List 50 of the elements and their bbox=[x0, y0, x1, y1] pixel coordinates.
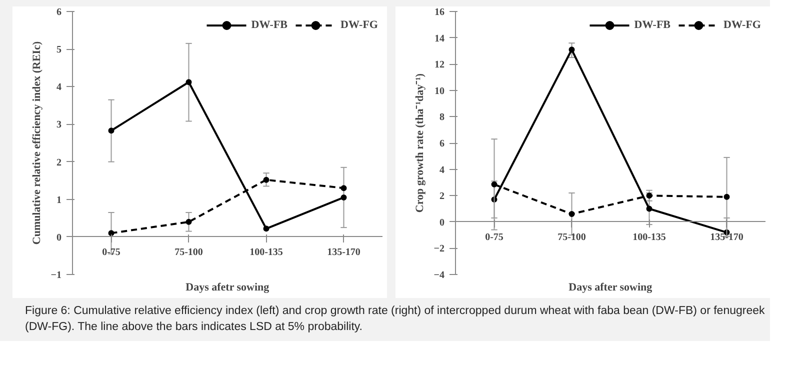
legend-label: DW-FB bbox=[634, 19, 671, 31]
point bbox=[340, 185, 347, 192]
point bbox=[491, 181, 498, 188]
y-tick-label: 12 bbox=[434, 60, 444, 71]
x-tick-label: 135-170 bbox=[327, 246, 360, 258]
point bbox=[186, 79, 192, 86]
x-tick-label: 100-135 bbox=[250, 246, 283, 258]
x-tick-label: 0-75 bbox=[485, 232, 504, 243]
point bbox=[263, 176, 270, 183]
y-tick-label: −1 bbox=[50, 270, 62, 281]
x-axis-title: Days afetr sowing bbox=[186, 282, 270, 294]
y-tick-label: 2 bbox=[440, 191, 444, 202]
y-tick-label: 3 bbox=[56, 120, 62, 131]
y-tick-label: 10 bbox=[434, 86, 444, 97]
y-tick-label: −4 bbox=[434, 270, 445, 281]
legend-label: DW-FG bbox=[724, 19, 761, 31]
point bbox=[568, 46, 575, 53]
y-tick-label: 4 bbox=[440, 164, 444, 176]
point bbox=[186, 218, 192, 225]
y-tick-label: 4 bbox=[56, 82, 62, 94]
point bbox=[646, 192, 652, 199]
legend-label: DW-FG bbox=[340, 19, 378, 31]
point bbox=[108, 230, 114, 236]
y-axis-title: Crop growth rate (tha⁻¹day⁻¹) bbox=[414, 73, 426, 213]
y-tick-label: −2 bbox=[434, 244, 445, 255]
point bbox=[568, 211, 575, 218]
y-tick-label: 0 bbox=[440, 217, 444, 228]
point bbox=[108, 128, 114, 134]
y-tick-label: 8 bbox=[440, 112, 444, 124]
x-tick-label: 0-75 bbox=[102, 246, 120, 258]
point bbox=[724, 194, 730, 200]
x-tick-label: 75-100 bbox=[558, 232, 586, 243]
caption: Figure 6: Cumulative relative efficiency index (left) and crop growth rate (right) of intercropped durum wheat with faba bean (DW-FB) or fenugreek (DW-FG). The line above the bars indicates LSD at 5% probability. bbox=[25, 304, 765, 336]
y-tick-label: 6 bbox=[56, 7, 62, 18]
x-axis-title: Days after sowing bbox=[568, 282, 653, 294]
y-tick-label: 6 bbox=[440, 138, 444, 150]
legend-label: DW-FB bbox=[251, 19, 288, 31]
y-tick-label: 0 bbox=[56, 232, 62, 244]
point bbox=[646, 206, 652, 212]
y-tick-label: 1 bbox=[56, 194, 62, 206]
x-tick-label: 100-135 bbox=[632, 232, 666, 243]
x-tick-label: 135-170 bbox=[710, 232, 744, 243]
y-axis-title: Cumulative relative efficiency index (REIc) bbox=[30, 41, 43, 245]
point bbox=[340, 194, 347, 200]
y-tick-label: 2 bbox=[56, 157, 62, 168]
point bbox=[263, 226, 270, 232]
y-tick-label: 14 bbox=[434, 33, 444, 44]
x-tick-label: 75-100 bbox=[174, 246, 203, 258]
y-tick-label: 5 bbox=[56, 44, 62, 56]
y-tick-label: 16 bbox=[434, 7, 444, 18]
